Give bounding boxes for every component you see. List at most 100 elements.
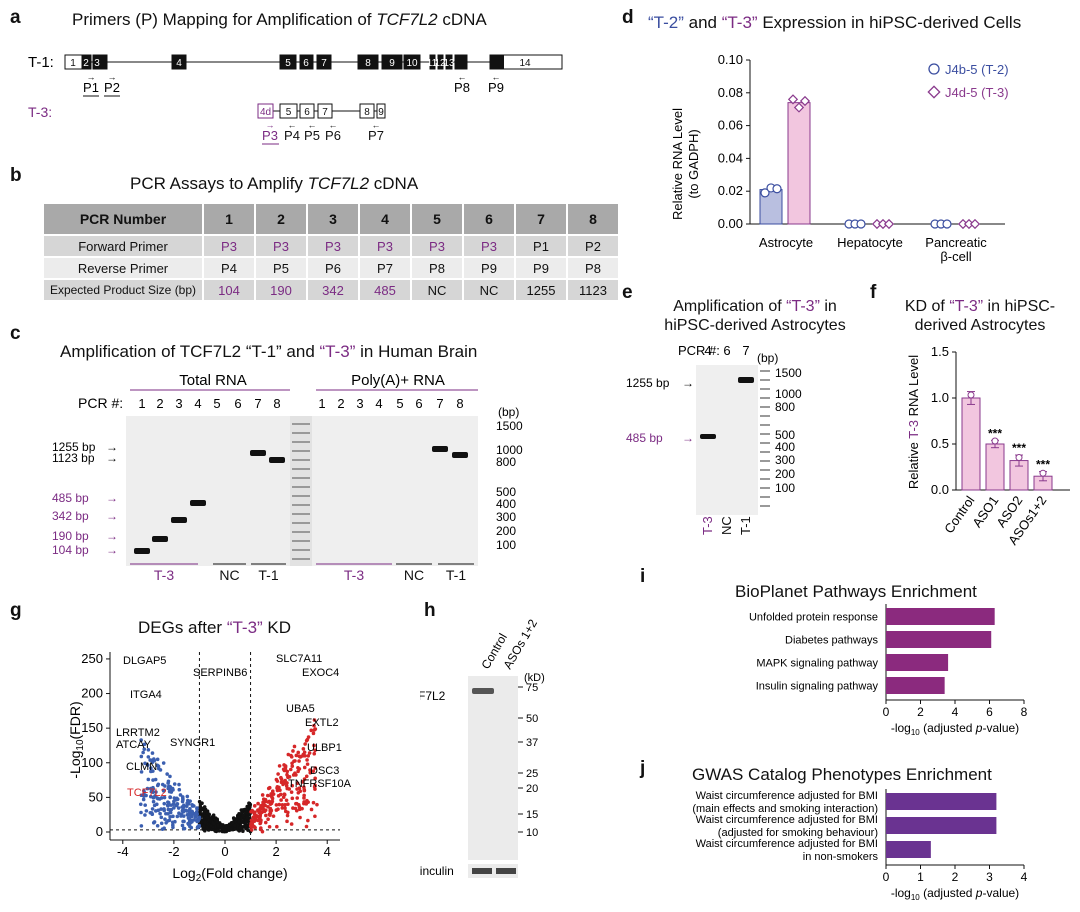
x-tick-label: 3 [986,870,993,884]
group-label: T-3 [344,567,364,583]
volcano-point [170,786,175,791]
volcano-point [142,747,147,752]
volcano-point [211,813,216,817]
pcr-header: PCR Number [44,204,202,234]
volcano-point [286,802,290,807]
volcano-point [304,824,309,829]
exon [429,54,436,70]
volcano-point [259,804,263,808]
ladder-rung [292,504,310,506]
table-cell: NC [464,280,514,300]
ladder-rung [760,379,770,381]
volcano-point [279,775,283,780]
volcano-point [197,823,201,828]
table-cell: P8 [412,258,462,278]
volcano-point [312,718,317,722]
table-cell: P3 [256,236,306,256]
category-label: Waist circumference adjusted for BMI [696,838,878,850]
volcano-point [302,777,307,781]
volcano-point [291,773,296,777]
y-tick-label: 100 [81,755,103,770]
chart-f: Relative T-3 RNA Level 0.0 0.5 1.0 1.5 Contr… [906,344,1070,548]
volcano-point [261,800,265,805]
panel-letter-e: e [622,282,633,303]
category-label: Unfolded protein response [749,612,878,624]
exon-label: 2 [83,58,89,69]
volcano-point [205,811,210,815]
volcano-point [238,826,243,830]
data-point [793,102,805,113]
ladder-rung [760,469,770,471]
volcano-point [281,795,286,800]
table-cell: P3 [308,236,358,256]
primer-arrow: ← [458,72,467,82]
volcano-point [251,815,256,820]
legend-t2-icon [928,63,940,75]
volcano-point [283,767,288,771]
volcano-point [162,807,166,811]
lane-number: 6 [234,396,241,411]
y-tick-label: 0.04 [718,150,743,165]
table-cell: P3 [360,236,410,256]
d-ylabel-2: (to GADPH) [686,129,701,198]
volcano-point [245,815,249,820]
bar [886,817,997,834]
exon-label: 10 [406,58,418,69]
chart-j: 0 1 2 3 4-log10 (adjusted p-value) Waist circ… [692,789,1028,902]
ladder-label: 1000 [496,443,523,457]
volcano-point [239,808,244,812]
table-cell: NC [412,280,462,300]
t1-label: T-1: [28,54,54,71]
d-cat-beta: β-cell [940,249,971,264]
lane-number: 8 [456,396,463,411]
volcano-point [291,806,295,810]
x-tick-label: 0 [221,844,228,859]
volcano-point [177,782,181,787]
volcano-point [141,797,146,802]
table-cell: 342 [308,280,358,300]
panel-letter-f: f [870,282,877,303]
primer-arrow: ← [288,120,297,130]
panel-letter-j: j [640,758,646,779]
panel-letter-g: g [10,600,22,621]
exon [316,54,332,70]
group-label: T-3 [700,516,715,535]
ladder-label: 500 [775,428,795,442]
x-tick-label: 2 [272,844,279,859]
lane-number: 6 [723,343,730,358]
gene-label: ITGA4 [130,689,162,701]
panel-letter-c: c [10,323,21,344]
ladder-rung [292,450,310,452]
volcano-point [159,815,164,820]
table-cell: P9 [516,258,566,278]
volcano-point [181,826,186,831]
exon-label: 8 [365,58,371,69]
e-marker-485: 485 bp [626,431,663,445]
volcano-point [233,823,237,828]
group-label: NC [404,567,424,583]
volcano-point [168,774,172,779]
volcano-point [153,777,158,782]
exon-label: 14 [519,58,531,69]
volcano-point [266,804,270,809]
volcano-point [171,823,175,827]
primer-label: P6 [325,128,341,143]
panel-c-title: Amplification of TCF7L2 “T-1” and “T-3” … [60,342,478,361]
exon-label: 7 [321,58,327,69]
volcano-point [202,805,207,809]
volcano-point [256,801,260,806]
volcano-point [315,802,319,807]
ladder-label: 800 [775,400,795,414]
lane-number: 7 [436,396,443,411]
ladder-rung [292,549,310,551]
ladder-rung [292,522,310,524]
volcano-point [237,829,242,833]
y-tick-label: 50 [89,789,103,804]
volcano-point [213,829,217,833]
x-tick-label: 6 [986,705,993,719]
table-cell: P3 [204,236,254,256]
volcano-point [312,723,316,728]
ladder-unit: (bp) [498,405,519,419]
x-tick-label: 2 [952,870,959,884]
exon [454,54,468,70]
